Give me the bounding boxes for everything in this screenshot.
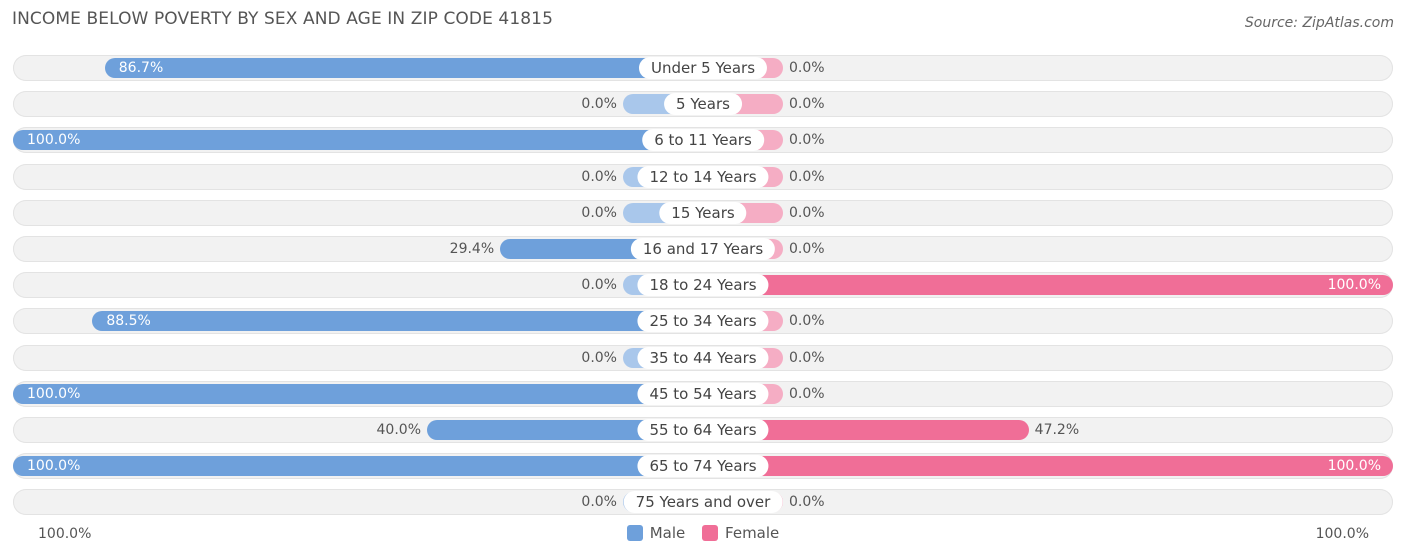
- value-label-male: 100.0%: [27, 132, 81, 149]
- value-label-female: 0.0%: [789, 168, 825, 185]
- value-label-female: 47.2%: [1034, 422, 1080, 438]
- value-label-male: 0.0%: [581, 349, 617, 366]
- category-label: 18 to 24 Years: [637, 274, 769, 297]
- category-label: 16 and 17 Years: [630, 238, 776, 260]
- value-label-female: 0.0%: [789, 132, 825, 149]
- bar-male[interactable]: [92, 311, 703, 332]
- bar-female[interactable]: [703, 456, 1393, 477]
- value-label-female: 0.0%: [789, 313, 825, 330]
- value-label-male: 0.0%: [581, 277, 617, 294]
- chart-area: 86.7% 0.0% Under 5 Years 0.0% 0.0% 5 Years 100…: [0, 50, 1406, 520]
- category-label: 6 to 11 Years: [642, 129, 764, 152]
- value-label-male: 0.0%: [581, 494, 617, 511]
- category-label: 65 to 74 Years: [637, 455, 769, 478]
- category-label: 25 to 34 Years: [637, 310, 769, 333]
- category-label: 15 Years: [659, 201, 747, 224]
- value-label-female: 0.0%: [789, 349, 825, 366]
- value-label-male: 100.0%: [27, 458, 81, 475]
- value-label-male: 88.5%: [106, 313, 151, 330]
- legend-swatch-female: [702, 525, 719, 541]
- value-label-female: 0.0%: [789, 96, 825, 113]
- value-label-male: 40.0%: [376, 422, 421, 438]
- bar-male[interactable]: [13, 383, 703, 404]
- bar-male[interactable]: [427, 420, 703, 440]
- axis-left-label: 100.0%: [38, 526, 92, 542]
- value-label-female: 0.0%: [789, 385, 825, 402]
- value-label-male: 0.0%: [581, 168, 617, 185]
- category-label: Under 5 Years: [638, 57, 768, 79]
- value-label-male: 86.7%: [118, 60, 164, 76]
- category-label: 5 Years: [664, 93, 742, 116]
- bar-male[interactable]: [104, 58, 703, 78]
- value-label-male: 0.0%: [581, 204, 617, 221]
- value-label-female: 100.0%: [1327, 277, 1381, 294]
- bar-male[interactable]: [13, 130, 703, 151]
- source-note: Source: ZipAtlas.com: [1244, 15, 1394, 31]
- value-label-female: 0.0%: [789, 494, 825, 511]
- legend-item-male[interactable]: Male: [626, 524, 686, 542]
- chart-title: INCOME BELOW POVERTY BY SEX AND AGE IN Z…: [12, 9, 554, 29]
- value-label-male: 29.4%: [449, 241, 495, 257]
- value-label-female: 0.0%: [789, 241, 825, 257]
- axis-right-label: 100.0%: [1315, 526, 1369, 542]
- legend-label-female: Female: [725, 524, 780, 542]
- value-label-male: 100.0%: [27, 385, 81, 402]
- bar-female[interactable]: [703, 275, 1393, 296]
- value-label-female: 0.0%: [789, 204, 825, 221]
- legend-label-male: Male: [649, 524, 686, 542]
- category-label: 55 to 64 Years: [637, 419, 769, 441]
- category-label: 75 Years and over: [623, 491, 783, 514]
- value-label-female: 0.0%: [789, 60, 825, 76]
- bar-female[interactable]: [703, 420, 1029, 440]
- legend: Male Female: [0, 524, 1406, 545]
- legend-item-female[interactable]: Female: [702, 524, 779, 542]
- category-label: 45 to 54 Years: [637, 382, 769, 405]
- category-label: 35 to 44 Years: [637, 346, 769, 369]
- legend-swatch-male: [626, 525, 643, 541]
- value-label-female: 100.0%: [1327, 458, 1381, 475]
- value-label-male: 0.0%: [581, 96, 617, 113]
- category-label: 12 to 14 Years: [637, 165, 769, 188]
- bar-male[interactable]: [13, 456, 703, 477]
